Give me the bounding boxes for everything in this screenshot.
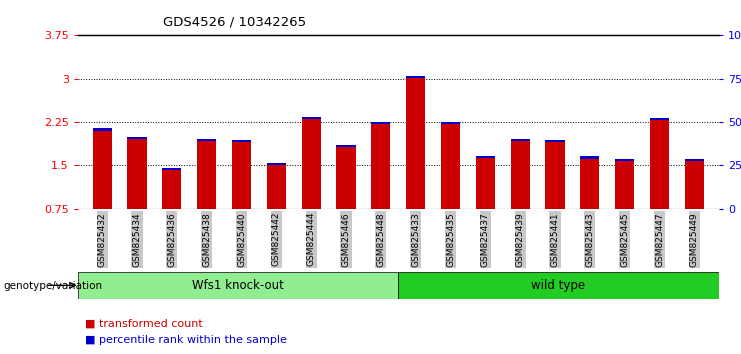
Text: GSM825432: GSM825432 <box>98 212 107 267</box>
Bar <box>685 159 704 161</box>
Bar <box>406 78 425 209</box>
Text: GSM825435: GSM825435 <box>446 212 455 267</box>
Text: GSM825448: GSM825448 <box>376 212 385 267</box>
Text: GDS4526 / 10342265: GDS4526 / 10342265 <box>163 16 306 29</box>
Bar <box>302 119 321 209</box>
Text: GSM825443: GSM825443 <box>585 212 594 267</box>
Bar <box>476 156 495 158</box>
Bar <box>197 139 216 141</box>
Bar <box>232 142 251 209</box>
Bar <box>267 163 286 166</box>
Text: GSM825444: GSM825444 <box>307 212 316 267</box>
Bar <box>615 159 634 161</box>
Bar <box>336 145 356 147</box>
Text: GSM825439: GSM825439 <box>516 212 525 267</box>
Bar <box>580 159 599 209</box>
Bar <box>406 76 425 78</box>
Bar <box>511 139 530 141</box>
Bar <box>302 117 321 119</box>
Text: GSM825441: GSM825441 <box>551 212 559 267</box>
Text: ■ percentile rank within the sample: ■ percentile rank within the sample <box>85 335 287 344</box>
Bar <box>545 140 565 142</box>
Bar <box>545 142 565 209</box>
Text: GSM825433: GSM825433 <box>411 212 420 267</box>
Bar <box>650 120 669 209</box>
Bar <box>197 141 216 209</box>
Bar <box>511 141 530 209</box>
Bar <box>650 118 669 120</box>
Bar <box>371 121 391 124</box>
Bar <box>685 161 704 209</box>
Text: GSM825442: GSM825442 <box>272 212 281 267</box>
Text: GSM825445: GSM825445 <box>620 212 629 267</box>
Text: GSM825438: GSM825438 <box>202 212 211 267</box>
Text: genotype/variation: genotype/variation <box>4 281 103 291</box>
Bar <box>267 166 286 209</box>
Bar <box>127 137 147 139</box>
Bar <box>162 170 182 209</box>
Text: wild type: wild type <box>531 279 585 292</box>
Bar <box>162 168 182 170</box>
Text: ■ transformed count: ■ transformed count <box>85 319 203 329</box>
Bar <box>127 139 147 209</box>
Text: GSM825449: GSM825449 <box>690 212 699 267</box>
Bar <box>93 131 112 209</box>
Bar <box>78 272 399 299</box>
Text: GSM825437: GSM825437 <box>481 212 490 267</box>
Bar <box>371 124 391 209</box>
Text: GSM825434: GSM825434 <box>133 212 142 267</box>
Bar <box>232 140 251 142</box>
Bar <box>476 158 495 209</box>
Text: GSM825446: GSM825446 <box>342 212 350 267</box>
Text: GSM825447: GSM825447 <box>655 212 664 267</box>
Bar <box>580 156 599 159</box>
Bar <box>336 147 356 209</box>
Text: Wfs1 knock-out: Wfs1 knock-out <box>192 279 284 292</box>
Bar <box>615 161 634 209</box>
Text: GSM825436: GSM825436 <box>167 212 176 267</box>
Bar <box>93 129 112 131</box>
Text: GSM825440: GSM825440 <box>237 212 246 267</box>
Bar <box>399 272 719 299</box>
Bar <box>441 124 460 209</box>
Bar <box>441 121 460 124</box>
